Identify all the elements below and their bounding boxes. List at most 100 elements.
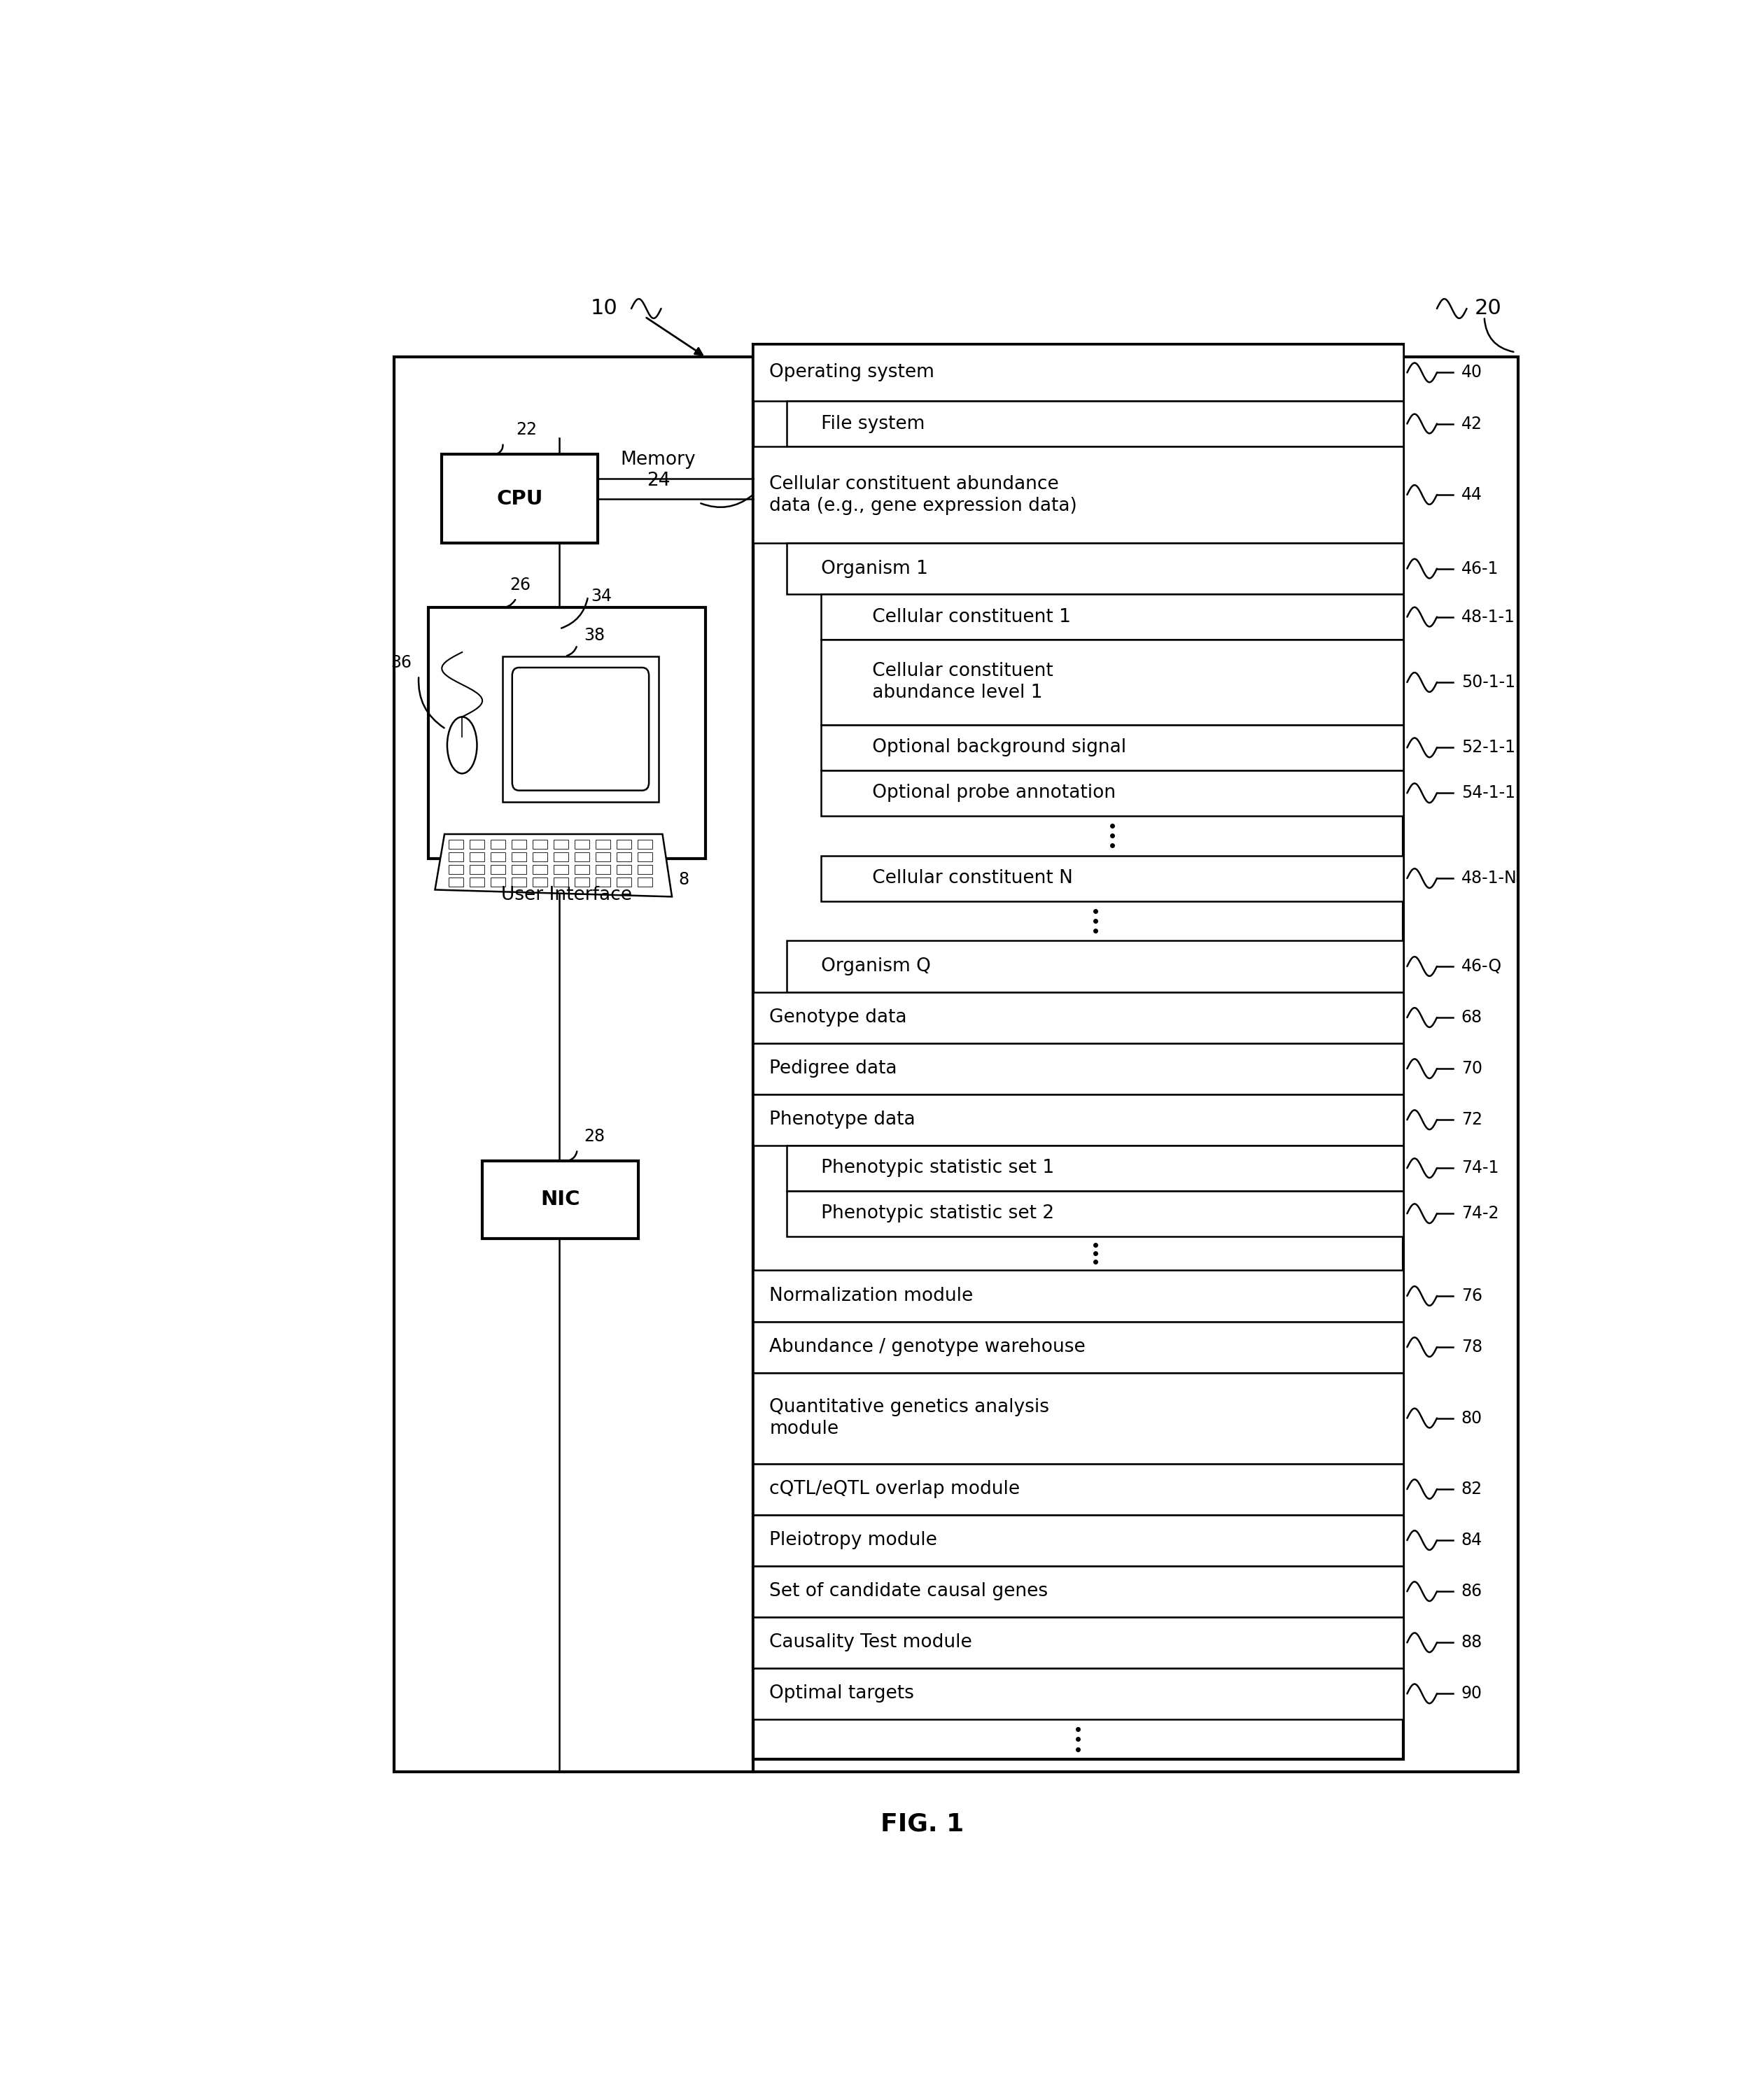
Bar xyxy=(533,878,547,886)
Bar xyxy=(753,1514,1403,1567)
Bar xyxy=(449,865,463,874)
Bar xyxy=(512,853,526,861)
Text: 54-1-1: 54-1-1 xyxy=(1460,785,1515,802)
Text: Optional background signal: Optional background signal xyxy=(837,739,1127,756)
Text: Pleiotropy module: Pleiotropy module xyxy=(769,1531,938,1550)
Text: Abundance / genotype warehouse: Abundance / genotype warehouse xyxy=(769,1338,1085,1357)
Bar xyxy=(753,1617,1403,1667)
Text: Phenotypic statistic set 1: Phenotypic statistic set 1 xyxy=(804,1159,1053,1178)
Bar xyxy=(617,853,631,861)
Bar xyxy=(596,853,610,861)
Text: NIC: NIC xyxy=(540,1191,580,1210)
Text: 50-1-1: 50-1-1 xyxy=(1460,674,1515,691)
Text: 48-1-N: 48-1-N xyxy=(1460,869,1516,886)
Text: 38: 38 xyxy=(583,626,604,643)
Bar xyxy=(753,1094,1403,1144)
Text: 76: 76 xyxy=(1460,1287,1481,1304)
Bar xyxy=(533,853,547,861)
Text: cQTL/eQTL overlap module: cQTL/eQTL overlap module xyxy=(769,1480,1020,1497)
Text: Organism Q: Organism Q xyxy=(804,958,931,977)
Text: 70: 70 xyxy=(1460,1060,1481,1077)
Text: 74-1: 74-1 xyxy=(1460,1159,1499,1176)
Bar xyxy=(821,724,1403,771)
Text: Organism 1: Organism 1 xyxy=(804,559,928,578)
Text: Genotype data: Genotype data xyxy=(769,1008,907,1027)
Bar xyxy=(482,1161,638,1239)
Bar xyxy=(753,1270,1403,1321)
Ellipse shape xyxy=(447,716,477,773)
Bar xyxy=(753,1464,1403,1514)
Bar xyxy=(753,1667,1403,1720)
Text: 26: 26 xyxy=(510,578,531,594)
Bar xyxy=(470,840,484,848)
Bar xyxy=(575,840,589,848)
Bar xyxy=(491,840,505,848)
Bar xyxy=(575,878,589,886)
Bar xyxy=(821,855,1403,901)
Bar xyxy=(821,594,1403,640)
Bar xyxy=(638,878,652,886)
Bar xyxy=(753,344,1403,401)
Bar xyxy=(554,865,568,874)
Bar xyxy=(470,878,484,886)
Bar xyxy=(753,1321,1403,1373)
Bar xyxy=(821,640,1403,724)
Text: 86: 86 xyxy=(1460,1583,1483,1600)
Text: 36: 36 xyxy=(391,655,412,672)
Bar xyxy=(554,853,568,861)
Text: File system: File system xyxy=(804,414,924,433)
Bar xyxy=(491,878,505,886)
Text: 82: 82 xyxy=(1460,1480,1483,1497)
Text: Quantitative genetics analysis
module: Quantitative genetics analysis module xyxy=(769,1399,1050,1439)
Text: 20: 20 xyxy=(1474,298,1502,319)
Bar xyxy=(449,853,463,861)
Text: 46-1: 46-1 xyxy=(1460,561,1499,578)
Text: Cellular constituent abundance
data (e.g., gene expression data): Cellular constituent abundance data (e.g… xyxy=(769,475,1078,514)
Text: 78: 78 xyxy=(1460,1338,1483,1354)
Text: Pedigree data: Pedigree data xyxy=(769,1060,898,1077)
FancyBboxPatch shape xyxy=(512,668,648,790)
Text: 68: 68 xyxy=(1460,1010,1483,1027)
Text: 46-Q: 46-Q xyxy=(1460,958,1502,974)
Text: Cellular constituent 1: Cellular constituent 1 xyxy=(837,607,1071,626)
Bar xyxy=(617,840,631,848)
Polygon shape xyxy=(435,834,673,897)
Bar xyxy=(554,878,568,886)
Bar xyxy=(470,865,484,874)
Bar xyxy=(512,840,526,848)
Bar xyxy=(821,771,1403,815)
Bar xyxy=(491,853,505,861)
Text: 10: 10 xyxy=(590,298,618,319)
Bar xyxy=(753,991,1403,1044)
Text: Phenotype data: Phenotype data xyxy=(769,1111,915,1130)
Text: Memory
24: Memory 24 xyxy=(620,452,695,489)
Text: 74-2: 74-2 xyxy=(1460,1205,1499,1222)
Text: Operating system: Operating system xyxy=(769,363,935,382)
Text: 52-1-1: 52-1-1 xyxy=(1460,739,1515,756)
Bar xyxy=(449,840,463,848)
Bar xyxy=(503,655,659,802)
Bar xyxy=(753,1373,1403,1464)
Text: 34: 34 xyxy=(590,588,611,605)
Bar xyxy=(617,878,631,886)
Bar xyxy=(753,1044,1403,1094)
Text: 28: 28 xyxy=(583,1128,604,1144)
Text: 88: 88 xyxy=(1460,1634,1483,1651)
Text: Normalization module: Normalization module xyxy=(769,1287,973,1304)
Text: User Interface: User Interface xyxy=(501,886,632,905)
Bar xyxy=(442,454,597,544)
Bar xyxy=(638,840,652,848)
Text: Optional probe annotation: Optional probe annotation xyxy=(837,783,1116,802)
Bar xyxy=(786,401,1403,447)
Bar xyxy=(554,840,568,848)
Text: 80: 80 xyxy=(1460,1409,1483,1426)
Bar xyxy=(491,865,505,874)
Text: Cellular constituent
      abundance level 1: Cellular constituent abundance level 1 xyxy=(837,662,1053,701)
Bar xyxy=(533,840,547,848)
Bar xyxy=(575,865,589,874)
Text: 48-1-1: 48-1-1 xyxy=(1460,609,1515,626)
Text: 42: 42 xyxy=(1460,416,1481,433)
Text: Causality Test module: Causality Test module xyxy=(769,1634,973,1653)
Bar xyxy=(470,853,484,861)
Bar xyxy=(786,941,1403,991)
